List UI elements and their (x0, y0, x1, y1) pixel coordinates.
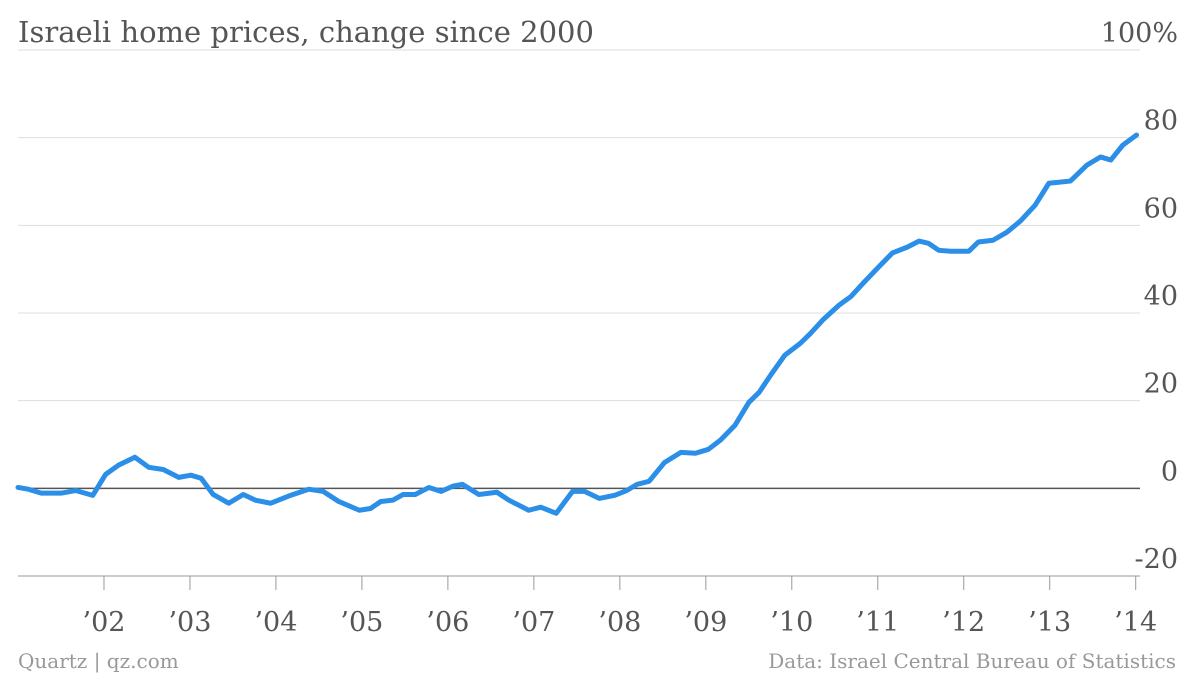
y-tick-label: 60 (1144, 193, 1178, 224)
x-tick-label: ’13 (1028, 607, 1071, 638)
x-tick-label: ’10 (770, 607, 813, 638)
y-tick-label: 80 (1144, 106, 1178, 137)
y-tick-label: 0 (1161, 456, 1178, 487)
x-tick-label: ’02 (83, 607, 126, 638)
x-tick-label: ’08 (598, 607, 641, 638)
y-tick-label: 20 (1144, 369, 1178, 400)
x-tick-label: ’11 (856, 607, 899, 638)
x-tick-label: ’05 (340, 607, 383, 638)
y-tick-label: 100% (1101, 18, 1178, 49)
credit: Quartz | qz.com (18, 649, 179, 674)
x-tick-label: ’03 (168, 607, 211, 638)
source: Data: Israel Central Bureau of Statistic… (768, 649, 1176, 673)
line-series (15, 132, 1140, 516)
x-tick-label: ’06 (426, 607, 469, 638)
chart-title: Israeli home prices, change since 2000 (18, 15, 594, 49)
x-tick-label: ’14 (1114, 607, 1157, 638)
x-tick-label: ’12 (942, 607, 985, 638)
x-tick-label: ’09 (684, 607, 727, 638)
y-tick-label: 40 (1144, 281, 1178, 312)
x-tick-label: ’07 (512, 607, 555, 638)
y-tick-label: -20 (1135, 544, 1178, 575)
x-tick-label: ’04 (254, 607, 297, 638)
